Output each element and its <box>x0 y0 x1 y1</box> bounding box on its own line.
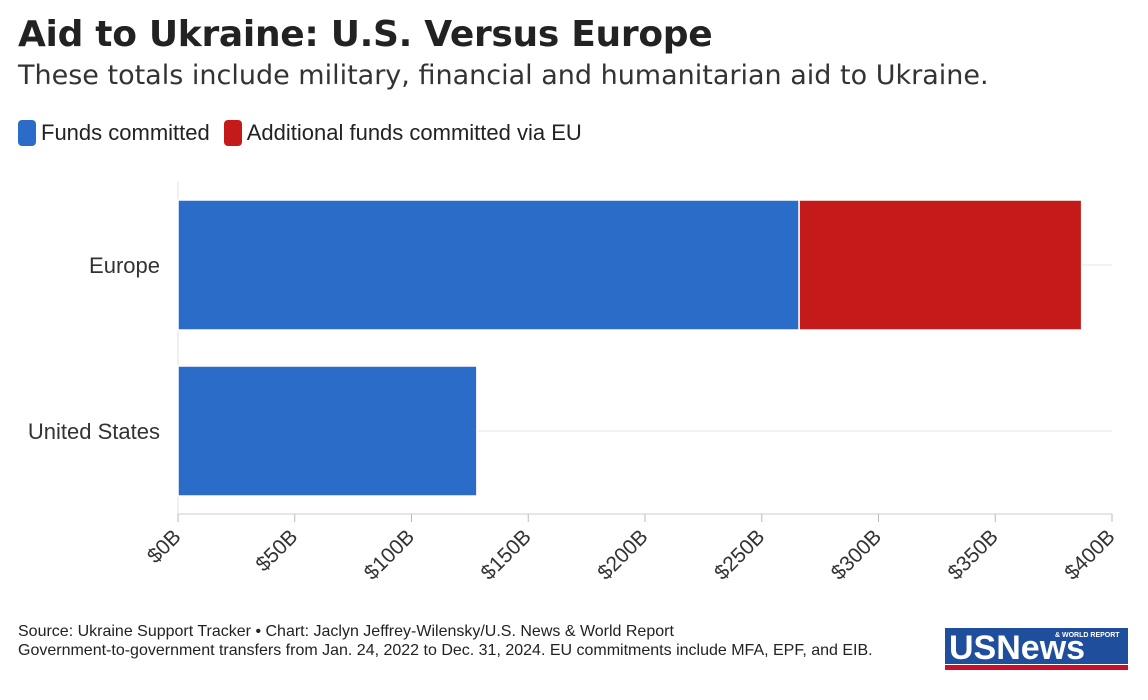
logo-stripe <box>945 665 1128 670</box>
methodology-note: Government-to-government transfers from … <box>18 642 873 659</box>
bar-united-states-funds-committed <box>177 365 478 497</box>
logo-small-text: & WORLD REPORT <box>1055 632 1120 639</box>
legend-swatch-funds-committed <box>18 120 36 146</box>
logo-background <box>945 628 1128 664</box>
logo-main-text: USNews <box>949 629 1085 667</box>
legend-label-funds-committed: Funds committed <box>41 120 210 145</box>
bar-europe-funds-committed <box>177 199 800 331</box>
x-tick-label-50: $50B <box>251 525 302 576</box>
legend-item-eu-funds: Additional funds committed via EU <box>223 120 582 146</box>
x-tick-label-300: $300B <box>827 525 886 584</box>
x-tick-label-350: $350B <box>944 525 1003 584</box>
bar-europe-additional-funds-committed-via-eu <box>798 199 1083 331</box>
x-tick-label-250: $250B <box>710 525 769 584</box>
usnews-logo: USNews & WORLD REPORT <box>945 628 1128 670</box>
chart-subtitle: These totals include military, financial… <box>18 60 989 91</box>
x-tick-label-200: $200B <box>593 525 652 584</box>
x-tick-label-150: $150B <box>477 525 536 584</box>
chart-footer: Source: Ukraine Support Tracker • Chart:… <box>18 622 928 660</box>
source-note: Source: Ukraine Support Tracker • Chart:… <box>18 623 674 640</box>
legend-label-eu-funds: Additional funds committed via EU <box>246 120 582 145</box>
y-tick-label-europe: Europe <box>89 253 160 278</box>
y-tick-label-united-states: United States <box>28 419 160 444</box>
bar-chart: Europe United States $0B $50B $100B $150B $200… <box>28 182 1120 584</box>
x-tick-label-0: $0B <box>143 525 186 568</box>
x-tick-label-400: $400B <box>1060 525 1119 584</box>
legend: Funds committed Additional funds committ… <box>18 120 596 146</box>
legend-item-funds-committed: Funds committed <box>18 120 210 146</box>
chart-title: Aid to Ukraine: U.S. Versus Europe <box>18 14 713 55</box>
x-tick-label-100: $100B <box>360 525 419 584</box>
legend-swatch-eu-funds <box>223 120 242 146</box>
